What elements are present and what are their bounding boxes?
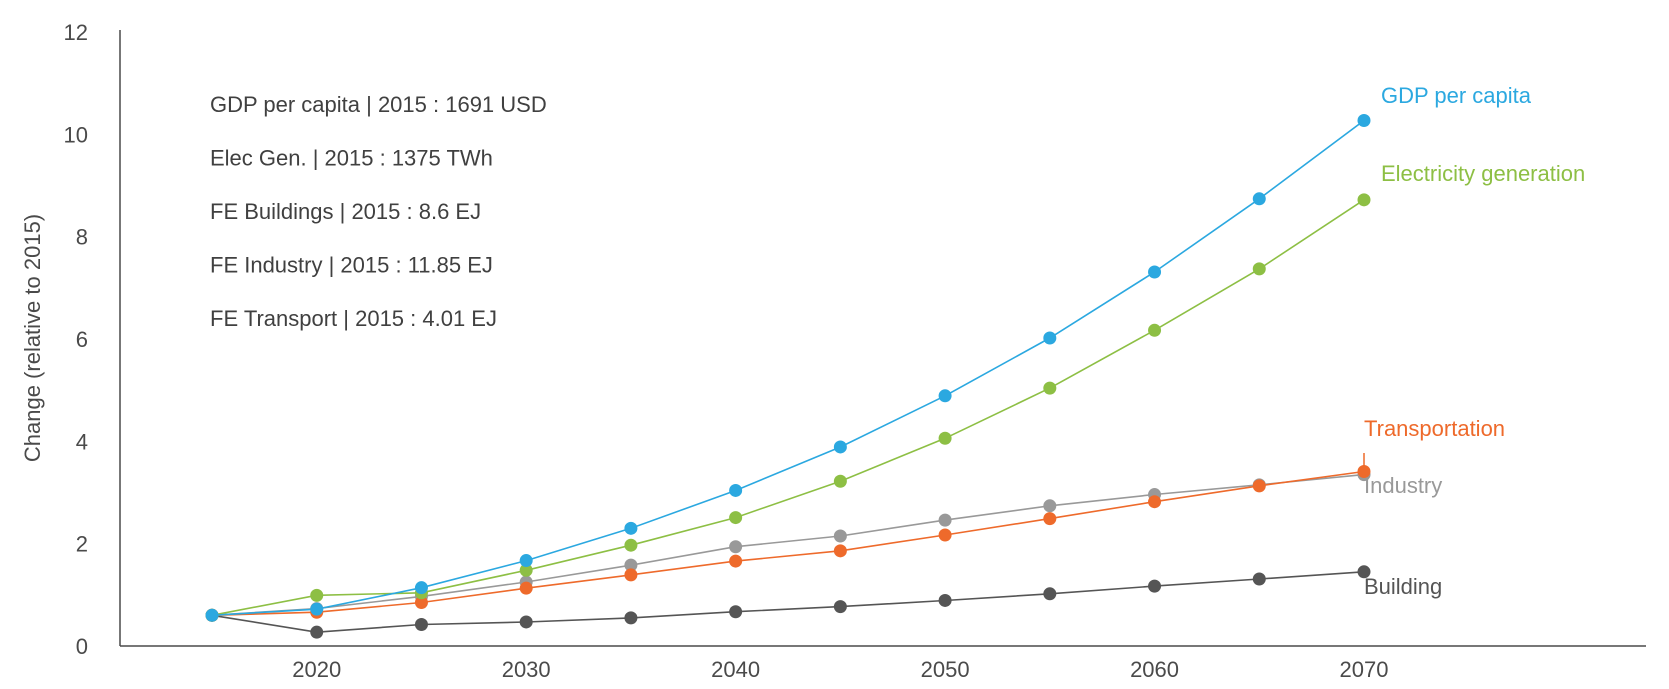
- data-point: [624, 611, 638, 625]
- axes: 0 2 4 6 8 10 12 2020 2030 2040 2050 2060 2070 Change …: [20, 20, 1646, 682]
- baseline-note: FE Buildings | 2015 : 8.6 EJ: [210, 199, 481, 224]
- data-point: [938, 389, 952, 403]
- data-point: [519, 563, 533, 577]
- data-point: [519, 554, 533, 568]
- data-point: [833, 529, 847, 543]
- y-tick-label: 8: [76, 225, 88, 250]
- data-point: [1148, 579, 1162, 593]
- x-tick-label: 2070: [1340, 657, 1389, 682]
- y-tick-label: 6: [76, 327, 88, 352]
- data-point: [1043, 331, 1057, 345]
- series-points: [205, 114, 1371, 639]
- data-point: [1357, 193, 1371, 207]
- data-point: [310, 588, 324, 602]
- data-point: [833, 544, 847, 558]
- data-point: [833, 440, 847, 454]
- y-axis-title: Change (relative to 2015): [20, 214, 45, 462]
- data-point: [938, 513, 952, 527]
- series-line: [211, 199, 1365, 617]
- x-tick-label: 2020: [292, 657, 341, 682]
- baseline-notes: GDP per capita | 2015 : 1691 USD Elec Gen…: [210, 92, 547, 331]
- data-point: [1357, 465, 1371, 479]
- data-point: [729, 540, 743, 554]
- data-point: [729, 554, 743, 568]
- data-point: [938, 593, 952, 607]
- data-point: [1252, 572, 1266, 586]
- data-point: [938, 431, 952, 445]
- series-line: [211, 470, 1365, 617]
- x-tick-label: 2050: [921, 657, 970, 682]
- baseline-note: Elec Gen. | 2015 : 1375 TWh: [210, 146, 493, 171]
- baseline-note: GDP per capita | 2015 : 1691 USD: [210, 92, 547, 117]
- y-tick-label: 10: [64, 122, 88, 147]
- series-label: Building: [1364, 574, 1442, 599]
- data-point: [519, 581, 533, 595]
- data-point: [624, 568, 638, 582]
- data-point: [1252, 479, 1266, 493]
- y-tick-label: 4: [76, 429, 88, 454]
- x-tick-label: 2060: [1130, 657, 1179, 682]
- data-point: [624, 521, 638, 535]
- y-tick-label: 12: [64, 20, 88, 45]
- series-label: Transportation: [1364, 416, 1505, 441]
- data-point: [833, 600, 847, 614]
- data-point: [1148, 495, 1162, 509]
- series-line: [211, 119, 1365, 617]
- baseline-note: FE Industry | 2015 : 11.85 EJ: [210, 253, 493, 278]
- data-point: [1357, 565, 1371, 579]
- series-lines: [211, 119, 1365, 634]
- data-point: [1252, 262, 1266, 276]
- series-label: Electricity generation: [1381, 161, 1585, 186]
- data-point: [519, 615, 533, 629]
- data-point: [729, 605, 743, 619]
- data-point: [624, 538, 638, 552]
- data-point: [1148, 323, 1162, 337]
- data-point: [729, 511, 743, 525]
- y-tick-label: 2: [76, 532, 88, 557]
- x-tick-label: 2040: [711, 657, 760, 682]
- data-point: [624, 558, 638, 572]
- data-point: [833, 474, 847, 488]
- series-line: [211, 473, 1365, 617]
- data-point: [1043, 499, 1057, 513]
- x-tick-label: 2030: [502, 657, 551, 682]
- data-point: [414, 596, 428, 610]
- data-point: [1043, 587, 1057, 601]
- series-labels: GDP per capita Electricity generation Tran…: [1363, 83, 1585, 599]
- data-point: [205, 608, 219, 622]
- data-point: [729, 483, 743, 497]
- series-label: GDP per capita: [1381, 83, 1532, 108]
- baseline-note: FE Transport | 2015 : 4.01 EJ: [210, 306, 497, 331]
- y-tick-label: 0: [76, 634, 88, 659]
- series-line: [211, 571, 1365, 634]
- data-point: [1148, 265, 1162, 279]
- series-label: Industry: [1364, 473, 1442, 498]
- data-point: [1043, 512, 1057, 526]
- data-point: [1252, 192, 1266, 206]
- data-point: [1043, 381, 1057, 395]
- data-point: [310, 625, 324, 639]
- data-point: [1357, 114, 1371, 128]
- data-point: [414, 618, 428, 632]
- data-point: [414, 581, 428, 595]
- data-point: [310, 602, 324, 616]
- data-point: [938, 528, 952, 542]
